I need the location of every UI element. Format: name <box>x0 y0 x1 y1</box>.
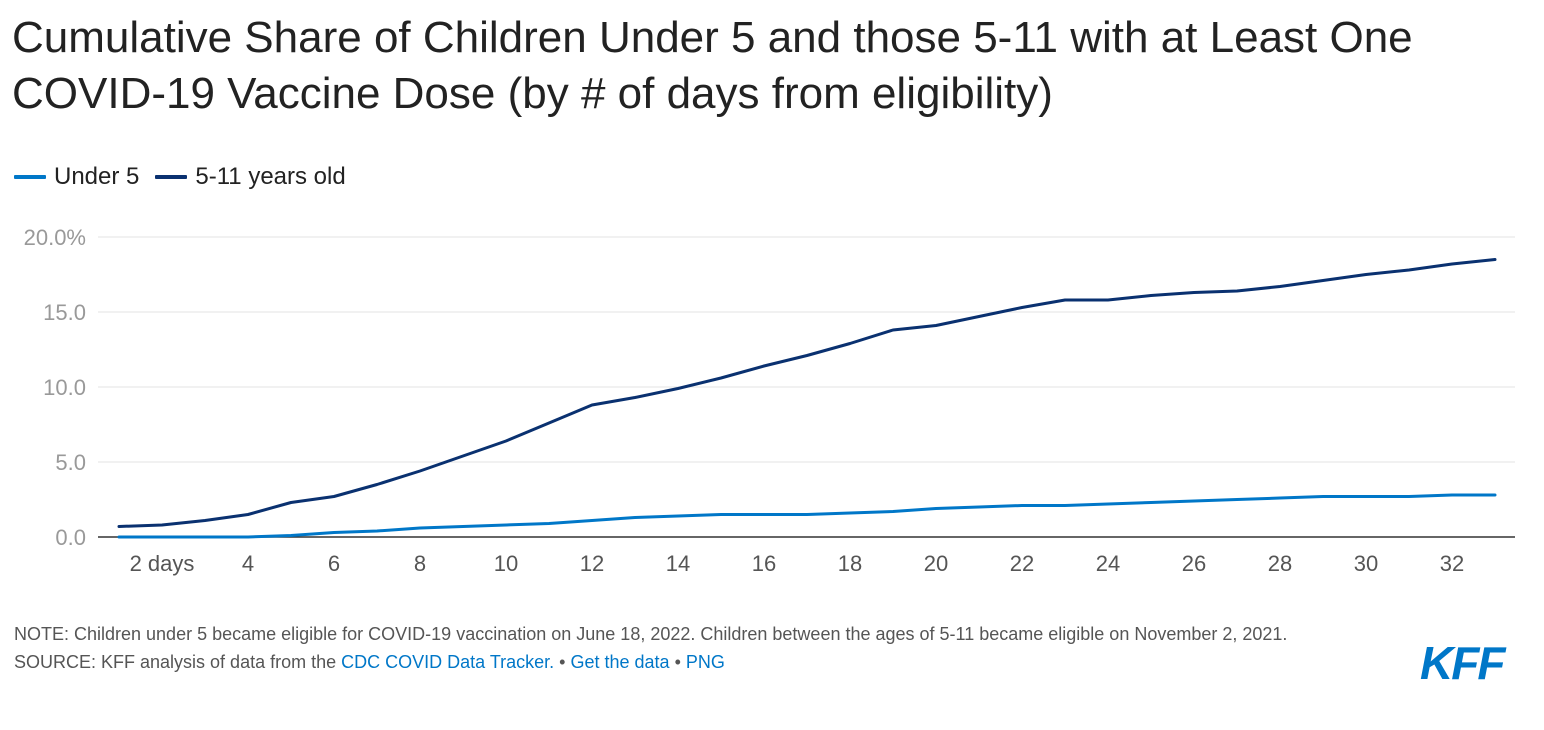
x-tick-label: 14 <box>666 551 690 576</box>
y-tick-label: 5.0 <box>55 450 86 475</box>
x-tick-label: 24 <box>1096 551 1120 576</box>
x-tick-label: 8 <box>414 551 426 576</box>
x-tick-label: 12 <box>580 551 604 576</box>
x-tick-label: 10 <box>494 551 518 576</box>
y-axis-labels: 0.0 5.0 10.0 15.0 20.0% <box>24 225 86 550</box>
y-tick-label: 15.0 <box>43 300 86 325</box>
series-lines <box>117 258 1497 539</box>
footer-separator: • <box>669 652 686 672</box>
x-axis-labels: 2 days 4 6 8 10 12 14 16 18 20 22 24 26 28 30 32 <box>130 551 1465 576</box>
x-tick-label: 22 <box>1010 551 1034 576</box>
legend-item-under-5[interactable]: Under 5 <box>14 163 139 191</box>
x-tick-label: 4 <box>242 551 254 576</box>
x-tick-label: 2 days <box>130 551 195 576</box>
series-line-5-11[interactable] <box>117 258 1497 528</box>
x-tick-label: 18 <box>838 551 862 576</box>
legend-swatch-5-11 <box>155 175 188 179</box>
x-tick-label: 32 <box>1440 551 1464 576</box>
y-tick-label: 20.0% <box>24 225 86 250</box>
footer-source: SOURCE: KFF analysis of data from the CD… <box>14 648 1394 676</box>
y-tick-label: 0.0 <box>55 525 86 550</box>
x-tick-label: 30 <box>1354 551 1378 576</box>
x-tick-label: 26 <box>1182 551 1206 576</box>
footer-note: NOTE: Children under 5 became eligible f… <box>14 624 1288 644</box>
x-tick-label: 6 <box>328 551 340 576</box>
x-tick-label: 20 <box>924 551 948 576</box>
legend-item-5-11[interactable]: 5-11 years old <box>155 163 346 191</box>
x-tick-label: 28 <box>1268 551 1292 576</box>
kff-logo[interactable]: KFF <box>1420 637 1505 689</box>
x-tick-label: 16 <box>752 551 776 576</box>
series-line-under-5[interactable] <box>117 493 1497 539</box>
chart-footer: NOTE: Children under 5 became eligible f… <box>14 620 1394 676</box>
y-tick-label: 10.0 <box>43 375 86 400</box>
grid-lines <box>98 236 1515 538</box>
footer-source-prefix: SOURCE: KFF analysis of data from the <box>14 652 342 672</box>
legend-swatch-under-5 <box>14 175 46 179</box>
legend-label-5-11: 5-11 years old <box>195 163 346 190</box>
legend-label-under-5: Under 5 <box>54 163 140 190</box>
cdc-data-tracker-link[interactable]: CDC COVID Data Tracker. <box>341 652 555 672</box>
chart-title: Cumulative Share of Children Under 5 and… <box>12 13 1413 118</box>
footer-separator: • <box>554 652 571 672</box>
chart-legend: Under 5 5-11 years old <box>14 160 362 194</box>
png-download-link[interactable]: PNG <box>685 652 725 672</box>
line-chart: 0.05.010.015.020.0% 2 days 4 6 8 10 12 14 16 18 2… <box>24 225 1515 576</box>
get-the-data-link[interactable]: Get the data <box>570 652 670 672</box>
